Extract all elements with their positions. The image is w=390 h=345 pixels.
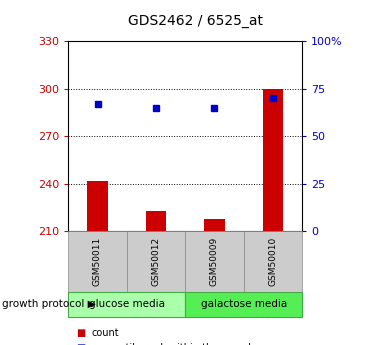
Text: ■: ■ [76,344,85,345]
Bar [87,180,108,231]
Text: GSM50012: GSM50012 [151,237,161,286]
Text: GSM50009: GSM50009 [210,237,219,286]
Text: galactose media: galactose media [200,299,287,309]
Text: GSM50011: GSM50011 [93,237,102,286]
Text: GSM50010: GSM50010 [268,237,278,286]
Bar [146,210,166,231]
Text: glucose media: glucose media [89,299,165,309]
Text: percentile rank within the sample: percentile rank within the sample [92,344,257,345]
Bar [263,89,283,231]
Text: growth protocol ▶: growth protocol ▶ [2,299,96,309]
Text: count: count [92,328,119,338]
Bar [204,218,225,231]
Text: GDS2462 / 6525_at: GDS2462 / 6525_at [128,13,262,28]
Text: ■: ■ [76,328,85,338]
